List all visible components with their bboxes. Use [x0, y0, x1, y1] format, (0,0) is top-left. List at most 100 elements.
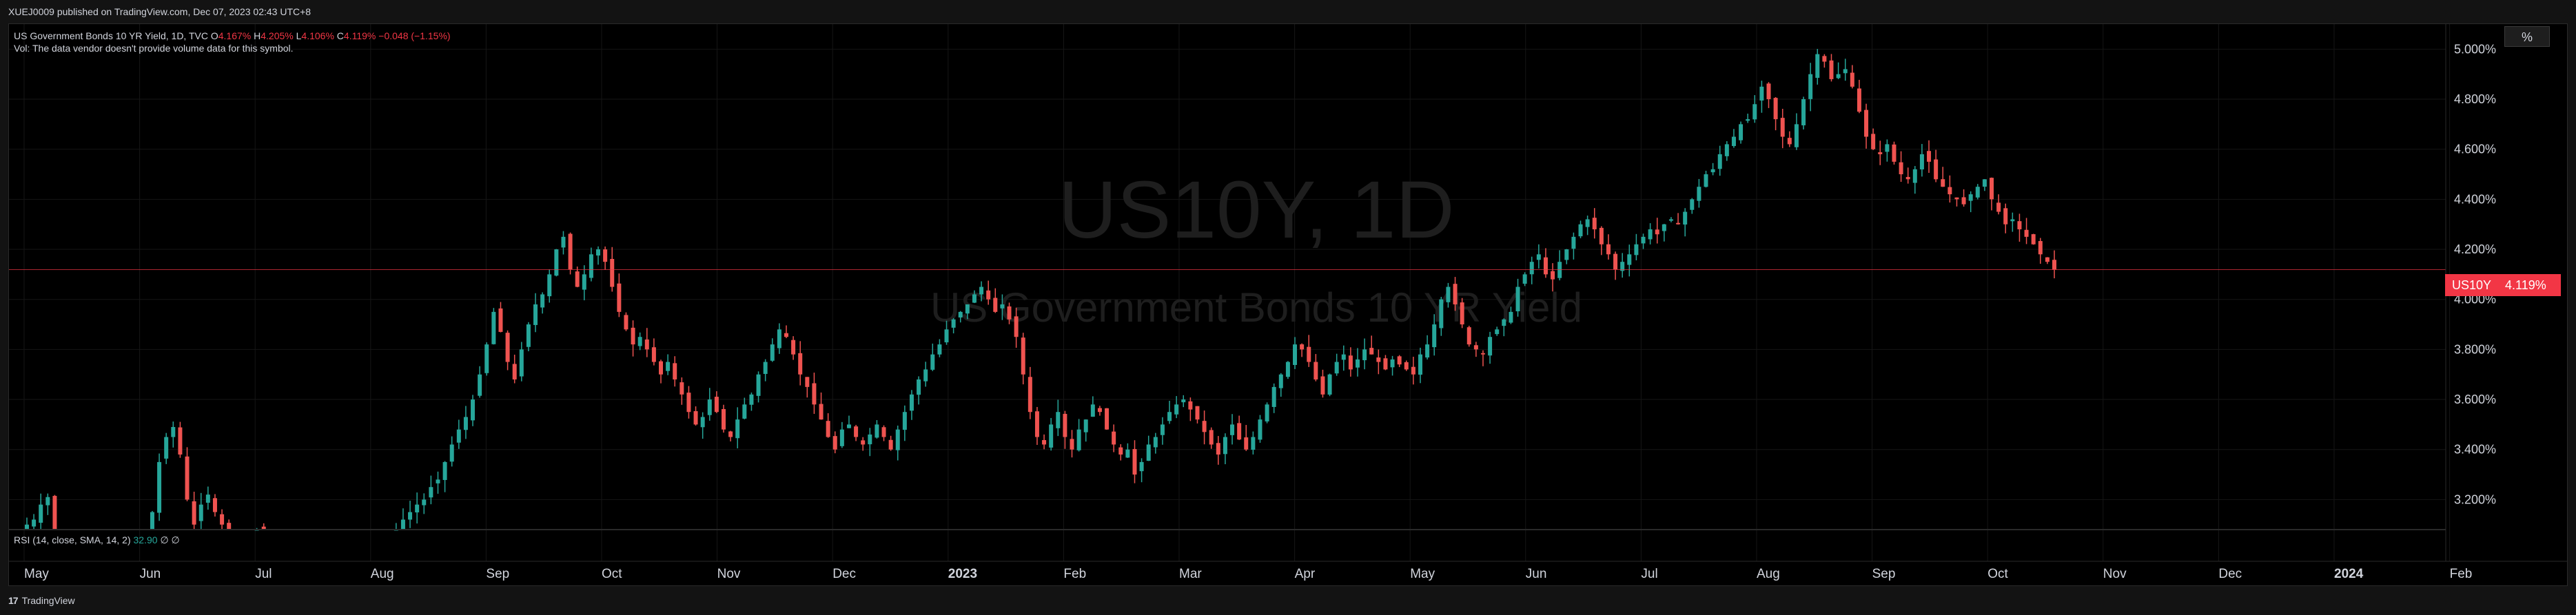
candle-body [1432, 324, 1437, 348]
chart-area[interactable]: US10Y, 1D US Government Bonds 10 YR Yiel… [8, 23, 2568, 586]
candle-body [812, 383, 817, 405]
candle-body [1662, 224, 1666, 231]
candle-body [547, 274, 552, 297]
y-tick-label: 5.000% [2454, 42, 2496, 56]
candle-body [212, 498, 217, 512]
candle-body [1690, 199, 1695, 210]
legend-change: −0.048 (−1.15%) [378, 30, 451, 41]
candle-body [533, 304, 538, 325]
x-tick-label: Aug [371, 567, 394, 581]
candle-body [1466, 327, 1471, 345]
candle-body [1097, 408, 1102, 413]
footer-brand[interactable]: TradingView [21, 595, 75, 606]
candle-body [1766, 83, 1771, 100]
candle-body [617, 283, 622, 312]
candle-body [902, 412, 907, 430]
candle-body [700, 417, 705, 428]
candle-body [1606, 244, 1611, 255]
candle-body [429, 487, 433, 498]
x-tick-label: Jul [255, 567, 272, 581]
candle-body [644, 339, 649, 350]
candle-body [1655, 229, 1659, 235]
candle-body [679, 382, 684, 395]
candle-body [1676, 222, 1681, 225]
candle-body [972, 294, 977, 303]
candle-body [1815, 54, 1820, 79]
candle-body [1230, 424, 1235, 435]
candle-body [1258, 419, 1263, 440]
symbol-legend: US Government Bonds 10 YR Yield, 1D, TVC… [14, 28, 451, 44]
candle-body [1543, 257, 1548, 275]
candle-body [1376, 357, 1381, 362]
candle-body [1488, 337, 1493, 356]
candle-body [1397, 356, 1402, 365]
candle-body [1341, 354, 1346, 360]
legend-low-label: L [296, 30, 302, 41]
rsi-legend[interactable]: RSI (14, close, SMA, 14, 2) 32.90 ∅ ∅ [14, 534, 180, 546]
candle-body [1251, 437, 1256, 450]
candle-body [937, 344, 942, 355]
candle-body [637, 337, 642, 346]
candle-body [456, 429, 461, 443]
candle-body [2003, 208, 2008, 225]
candle-body [1857, 88, 1861, 112]
chart-canvas[interactable]: US10Y, 1D US Government Bonds 10 YR Yiel… [9, 24, 2567, 585]
price-scale[interactable]: 5.000%4.800%4.600%4.400%4.200%4.000%3.80… [2454, 42, 2496, 506]
candle-body [1892, 144, 1897, 162]
candle-body [1202, 421, 1207, 432]
candle-body [1529, 262, 1534, 275]
candle-body [1710, 169, 1715, 173]
rsi-label: RSI (14, close, SMA, 14, 2) [14, 534, 131, 545]
candle-body [2017, 221, 2022, 229]
candle-body [1585, 219, 1590, 227]
candle-body [1188, 401, 1193, 410]
candle-body [735, 419, 740, 439]
candle-body [1195, 406, 1200, 420]
candle-body [1056, 412, 1061, 428]
candle-body [1787, 138, 1792, 145]
candle-body [52, 496, 57, 529]
candle-body [659, 361, 664, 375]
candle-body [1223, 437, 1227, 455]
candle-body [979, 286, 984, 295]
x-tick-label: Sep [1872, 567, 1896, 581]
candle-body [791, 340, 796, 355]
last-price-value: 4.119% [2505, 278, 2546, 292]
publish-info: XUEJ0009 published on TradingView.com, D… [0, 0, 2576, 23]
candle-body [1746, 119, 1750, 121]
y-tick-label: 4.800% [2454, 92, 2496, 106]
y-tick-label: 4.200% [2454, 242, 2496, 256]
candle-body [1871, 134, 1876, 149]
candle-body [471, 399, 476, 421]
candle-body [400, 519, 405, 529]
candle-body [1592, 218, 1597, 229]
watermark-symbol: US10Y, 1D [1058, 165, 1454, 256]
x-tick-label: Jun [1526, 567, 1547, 581]
candle-body [2038, 241, 2043, 255]
candle-body [1912, 169, 1917, 183]
candle-body [1850, 72, 1854, 87]
x-tick-label: Oct [602, 567, 622, 581]
candle-body [1473, 345, 1478, 350]
candle-body [1536, 254, 1541, 260]
candle-body [868, 434, 872, 445]
percent-scale-button[interactable]: % [2504, 26, 2550, 47]
candle-body [540, 294, 545, 308]
candle-body [728, 431, 733, 437]
candle-body [881, 427, 886, 437]
candle-body [1453, 284, 1458, 304]
candle-body [32, 519, 37, 527]
candle-body [1028, 377, 1032, 413]
candle-body [1446, 286, 1451, 302]
candle-body [1313, 362, 1318, 379]
time-scale[interactable]: May Jun Jul Aug Sep Oct Nov Dec 2023 Feb Mar Apr May… [24, 567, 2472, 581]
candle-body [1383, 358, 1388, 370]
candle-body [1564, 249, 1569, 260]
candle-body [832, 436, 837, 450]
candle-body [1794, 124, 1799, 147]
candle-body [1620, 262, 1625, 271]
candle-body [185, 456, 190, 500]
candle-body [596, 249, 601, 256]
candle-body [951, 319, 956, 328]
candle-body [484, 344, 489, 373]
